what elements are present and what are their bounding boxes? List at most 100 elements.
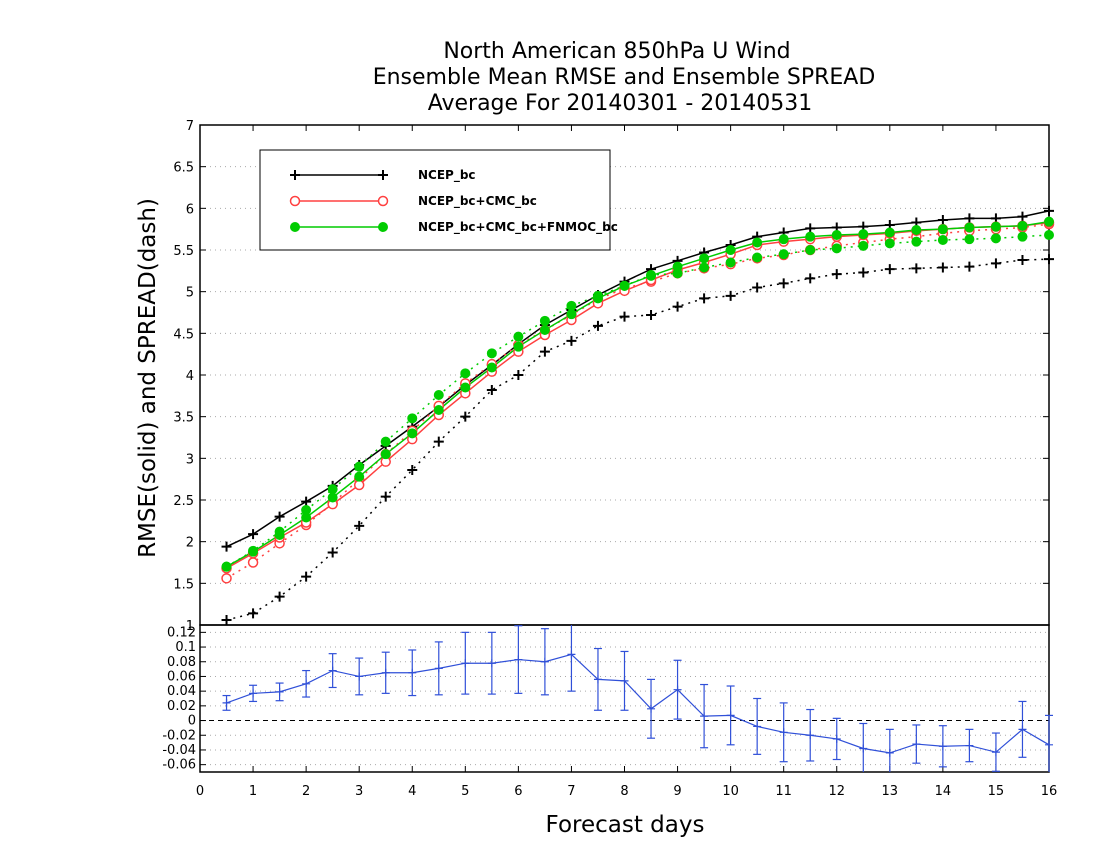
spread-point-ncep-bc xyxy=(221,615,232,625)
series-spread-line-ncep-bc-cmc-bc xyxy=(226,223,1050,579)
x-tick-label: 0 xyxy=(196,784,204,799)
x-tick-label: 16 xyxy=(1041,784,1058,799)
rmse-point-ncep-bc-cmc-bc-fnmoc-bc xyxy=(725,245,736,255)
rmse-point-ncep-bc-cmc-bc-fnmoc-bc xyxy=(990,221,1001,232)
difference-point xyxy=(355,672,364,681)
chart-title-line-1: North American 850hPa U Wind xyxy=(443,39,790,64)
legend-marker-right-ncep-bc-cmc-bc xyxy=(377,195,389,207)
difference-line xyxy=(226,653,1050,754)
y-axis-title: RMSE(solid) and SPREAD(dash) xyxy=(135,198,161,558)
rmse-point-ncep-bc-cmc-bc-fnmoc-bc xyxy=(884,227,895,238)
x-tick-label: 6 xyxy=(514,784,522,799)
series-layer xyxy=(221,205,1055,625)
spread-point-ncep-bc xyxy=(831,269,842,280)
series-rmse-line-ncep-bc-cmc-bc-fnmoc-bc xyxy=(226,220,1050,568)
difference-point xyxy=(779,728,788,737)
series-rmse-line-ncep-bc-cmc-bc xyxy=(226,221,1050,569)
x-tick-label: 9 xyxy=(673,784,681,799)
legend-box xyxy=(259,149,611,251)
difference-point xyxy=(487,659,496,668)
difference-point xyxy=(832,734,841,743)
x-axis-title: Forecast days xyxy=(546,812,705,838)
difference-panel-grid xyxy=(200,631,1049,766)
rmse-point-ncep-bc xyxy=(274,511,285,522)
difference-series-layer xyxy=(222,625,1053,772)
difference-point xyxy=(461,659,470,668)
spread-point-ncep-bc xyxy=(1017,255,1028,265)
rmse-point-ncep-bc-cmc-bc-fnmoc-bc xyxy=(831,230,842,240)
rmse-point-ncep-bc-cmc-bc-fnmoc-bc xyxy=(911,225,922,235)
spread-point-ncep-bc xyxy=(539,346,550,357)
difference-y-tick-label: 0.12 xyxy=(167,625,196,640)
spread-point-ncep-bc-cmc-bc-fnmoc-bc xyxy=(486,348,497,359)
rmse-point-ncep-bc-cmc-bc-fnmoc-bc xyxy=(539,325,550,335)
rmse-point-ncep-bc-cmc-bc-fnmoc-bc xyxy=(778,234,789,245)
x-tick-label: 13 xyxy=(882,784,899,799)
difference-point xyxy=(938,742,947,751)
rmse-point-ncep-bc-cmc-bc-fnmoc-bc xyxy=(221,561,232,572)
spread-point-ncep-bc xyxy=(380,491,391,502)
rmse-point-ncep-bc-cmc-bc-fnmoc-bc xyxy=(301,512,312,523)
rmse-point-ncep-bc xyxy=(248,529,259,540)
spread-point-ncep-bc xyxy=(911,263,922,274)
difference-point xyxy=(885,748,894,757)
difference-y-axis-ticks: 0.120.10.080.060.040.020-0.02-0.04-0.06 xyxy=(162,625,206,773)
main-y-tick-label: 3 xyxy=(186,452,194,467)
difference-point xyxy=(434,664,443,673)
rmse-point-ncep-bc-cmc-bc xyxy=(353,479,365,491)
spread-point-ncep-bc-cmc-bc-fnmoc-bc xyxy=(884,238,895,249)
main-y-axis-ticks: 1 1.5 2 2.5 3 3.5 4 4.5 5 5.5 6 6.5 7 xyxy=(173,119,1049,634)
spread-point-ncep-bc-cmc-bc-fnmoc-bc xyxy=(831,243,842,254)
spread-point-ncep-bc xyxy=(433,436,444,447)
difference-point xyxy=(806,731,815,740)
main-y-tick-label: 2.5 xyxy=(173,494,194,509)
rmse-point-ncep-bc xyxy=(937,215,948,225)
difference-point xyxy=(514,655,523,664)
difference-point xyxy=(753,722,762,731)
x-tick-label: 5 xyxy=(461,784,469,799)
difference-point xyxy=(302,679,311,688)
main-y-tick-label: 4 xyxy=(186,369,194,384)
main-y-tick-label: 3.5 xyxy=(173,411,194,426)
main-y-tick-label: 4.5 xyxy=(173,327,194,342)
rmse-point-ncep-bc-cmc-bc-fnmoc-bc xyxy=(672,261,683,272)
rmse-point-ncep-bc-cmc-bc-fnmoc-bc xyxy=(1044,216,1054,227)
difference-y-tick-label: 0.02 xyxy=(167,699,196,714)
spread-point-ncep-bc-cmc-bc-fnmoc-bc xyxy=(911,236,922,247)
legend-label-ncep-bc: NCEP_bc xyxy=(418,168,476,183)
rmse-point-ncep-bc-cmc-bc-fnmoc-bc xyxy=(407,428,418,439)
main-y-tick-label: 7 xyxy=(186,119,194,134)
difference-point xyxy=(620,676,629,685)
rmse-point-ncep-bc-cmc-bc-fnmoc-bc xyxy=(1017,220,1028,231)
difference-point xyxy=(222,698,231,707)
rmse-point-ncep-bc xyxy=(221,541,232,552)
chart-title-line-3: Average For 20140301 - 20140531 xyxy=(428,91,813,116)
x-tick-label: 7 xyxy=(567,784,575,799)
main-y-tick-label: 6.5 xyxy=(173,161,194,176)
difference-point xyxy=(1045,740,1053,749)
spread-point-ncep-bc-cmc-bc xyxy=(221,573,232,584)
rmse-point-ncep-bc-cmc-bc-fnmoc-bc xyxy=(486,362,497,373)
spread-point-ncep-bc-cmc-bc-fnmoc-bc xyxy=(699,262,710,273)
rmse-point-ncep-bc-cmc-bc-fnmoc-bc xyxy=(248,546,259,557)
x-tick-label: 8 xyxy=(620,784,628,799)
x-tick-label: 11 xyxy=(775,784,792,799)
series-rmse-line-ncep-bc xyxy=(226,210,1050,548)
spread-point-ncep-bc xyxy=(460,411,471,422)
rmse-point-ncep-bc-cmc-bc-fnmoc-bc xyxy=(937,224,948,235)
spread-point-ncep-bc xyxy=(513,370,524,380)
spread-point-ncep-bc xyxy=(884,264,895,275)
difference-point xyxy=(249,689,258,698)
spread-point-ncep-bc xyxy=(672,301,683,312)
spread-point-ncep-bc xyxy=(274,591,285,602)
spread-point-ncep-bc-cmc-bc-fnmoc-bc xyxy=(513,331,524,342)
rmse-point-ncep-bc-cmc-bc-fnmoc-bc xyxy=(752,237,763,248)
spread-point-ncep-bc xyxy=(592,320,603,331)
legend-marker-left-ncep-bc xyxy=(290,170,300,180)
spread-point-ncep-bc xyxy=(619,311,630,322)
main-y-tick-label: 5.5 xyxy=(173,244,194,259)
x-tick-label: 12 xyxy=(828,784,845,799)
x-tick-label: 4 xyxy=(408,784,416,799)
spread-point-ncep-bc-cmc-bc-fnmoc-bc xyxy=(460,368,471,379)
spread-point-ncep-bc xyxy=(301,571,312,582)
